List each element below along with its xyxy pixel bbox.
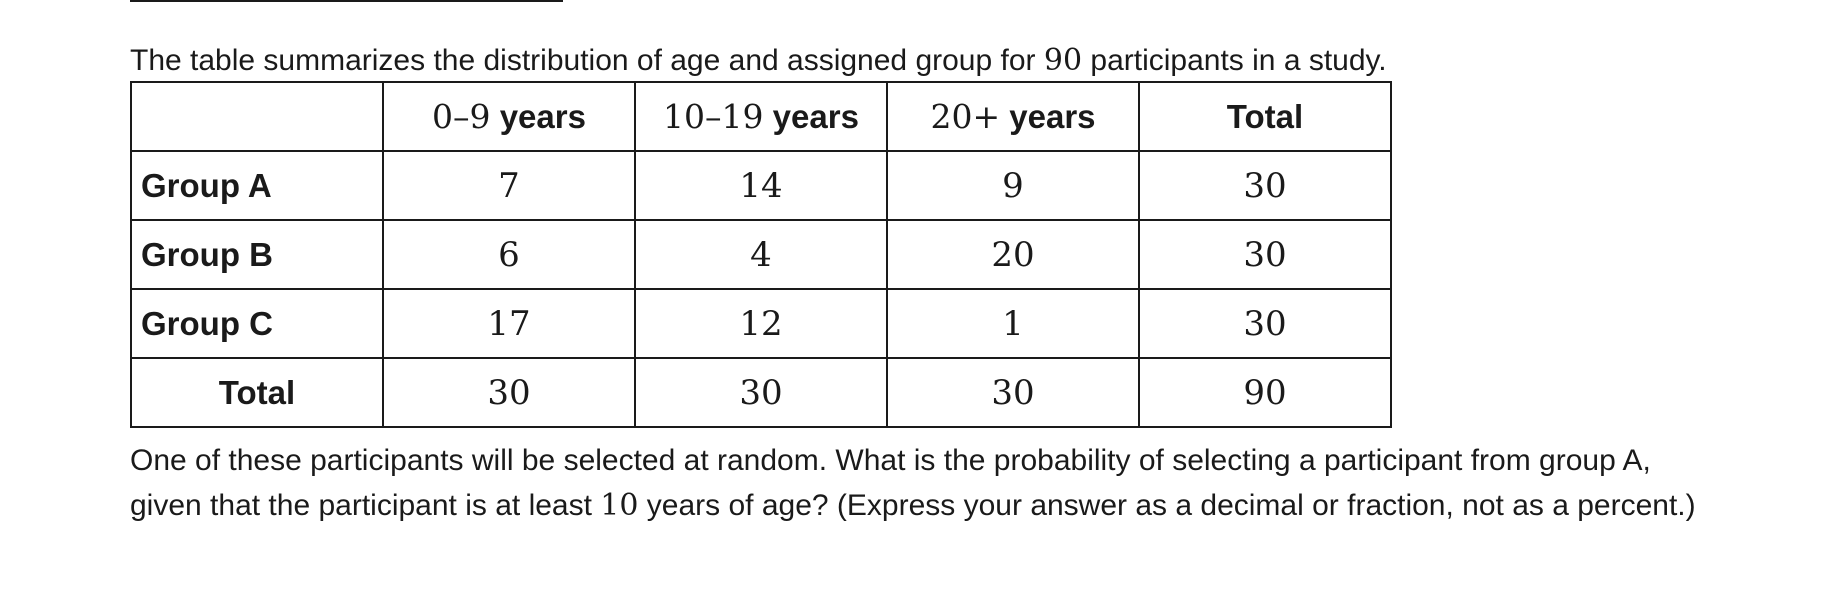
table-cell: 7: [382, 150, 636, 221]
table-cell: 20: [886, 219, 1140, 290]
table-cell: 30: [382, 357, 636, 428]
table-cell: 9: [886, 150, 1140, 221]
header-num: 20+: [930, 97, 1001, 136]
header-10-19-years: 10–19 years: [634, 81, 888, 152]
table-cell: 12: [634, 288, 888, 359]
header-total: Total: [1138, 81, 1392, 152]
question-age: 10: [600, 488, 639, 523]
header-unit: years: [490, 98, 586, 135]
row-label: Group C: [130, 288, 384, 359]
table-cell: 30: [634, 357, 888, 428]
row-label: Total: [130, 357, 384, 428]
table-cell: 14: [634, 150, 888, 221]
header-unit: years: [1000, 98, 1096, 135]
table-cell: 30: [1138, 288, 1392, 359]
intro-after: participants in a study.: [1082, 44, 1387, 77]
header-num: 0–9: [432, 97, 491, 136]
table-row: Group C 17 12 1 30: [130, 288, 1392, 359]
table-total-row: Total 30 30 30 90: [130, 357, 1392, 428]
header-num: 10–19: [663, 97, 764, 136]
top-divider: [130, 0, 563, 2]
question-before: One of these participants will be select…: [130, 444, 1651, 522]
table-cell: 30: [1138, 219, 1392, 290]
table-header-row: 0–9 years 10–19 years 20+ years Total: [130, 81, 1392, 152]
table-cell: 30: [886, 357, 1140, 428]
table-row: Group B 6 4 20 30: [130, 219, 1392, 290]
table-row: Group A 7 14 9 30: [130, 150, 1392, 221]
table-cell: 4: [634, 219, 888, 290]
header-0-9-years: 0–9 years: [382, 81, 636, 152]
row-label: Group B: [130, 219, 384, 290]
table-cell: 30: [1138, 150, 1392, 221]
intro-count: 90: [1043, 43, 1083, 78]
header-20-plus-years: 20+ years: [886, 81, 1140, 152]
table-cell: 90: [1138, 357, 1392, 428]
header-unit: years: [763, 98, 859, 135]
row-label: Group A: [130, 150, 384, 221]
intro-before: The table summarizes the distribution of…: [130, 44, 1044, 77]
header-empty-cell: [130, 81, 384, 152]
table-cell: 1: [886, 288, 1140, 359]
distribution-table: 0–9 years 10–19 years 20+ years Total Gr…: [130, 81, 1392, 428]
table-cell: 17: [382, 288, 636, 359]
question-text: One of these participants will be select…: [130, 438, 1710, 528]
question-after: years of age? (Express your answer as a …: [638, 489, 1696, 522]
intro-text: The table summarizes the distribution of…: [130, 38, 1387, 84]
table-cell: 6: [382, 219, 636, 290]
